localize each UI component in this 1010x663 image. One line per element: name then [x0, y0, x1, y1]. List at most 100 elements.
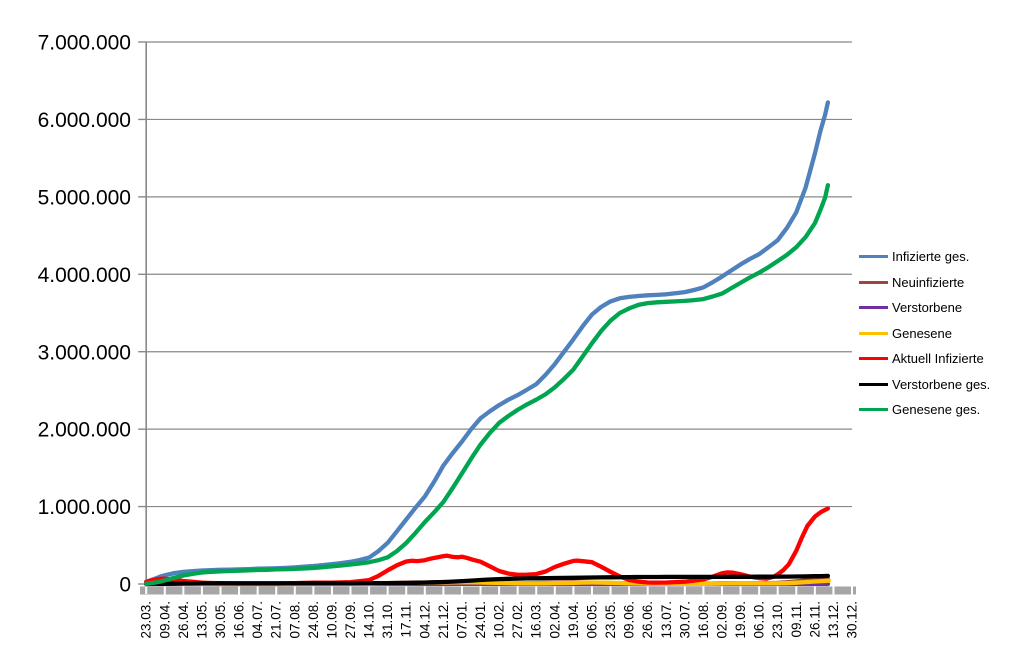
x-axis-tick-gap [832, 586, 835, 595]
x-axis-label: 30.05. [213, 601, 228, 639]
x-axis-label: 16.06. [232, 601, 247, 639]
x-axis-tick-gap [535, 586, 538, 595]
x-axis-tick-gap [776, 586, 779, 595]
x-axis-label: 10.02. [492, 601, 507, 639]
x-axis-tick-gap [813, 586, 816, 595]
x-axis-tick-gap [330, 586, 333, 595]
y-axis-label: 0 [119, 574, 131, 597]
x-axis-label: 13.07. [659, 601, 674, 639]
x-axis-tick-gap [349, 586, 352, 595]
x-axis-label: 31.10. [380, 601, 395, 639]
x-axis-label: 23.05. [603, 601, 618, 639]
legend-entry-genesene-ges: Genesene ges. [859, 397, 990, 423]
x-axis-label: 04.12. [417, 601, 432, 639]
x-axis-label: 17.11. [399, 601, 414, 638]
legend-swatch-neuinfizierte [859, 280, 888, 284]
x-axis-tick-gap [275, 586, 278, 595]
y-axis-label: 1.000.000 [38, 496, 131, 519]
x-axis-tick-gap [851, 586, 853, 595]
x-axis-tick-gap [238, 586, 241, 595]
x-axis-label: 26.11. [807, 601, 822, 638]
x-axis-tick-gap [386, 586, 389, 595]
series-line-genesene-ges [144, 183, 831, 586]
x-axis-tick-gap [720, 586, 723, 595]
legend-swatch-genesene-ges [859, 408, 888, 412]
series-line-verstorbene-ges [144, 573, 831, 587]
legend-entry-neuinfizierte: Neuinfizierte [859, 270, 990, 296]
x-axis-tick-gap [293, 586, 296, 595]
x-axis-tick-gap [702, 586, 705, 595]
x-axis-label: 04.07. [250, 601, 265, 639]
x-axis-label: 27.02. [510, 601, 525, 639]
x-axis-label: 21.12. [436, 601, 451, 639]
x-axis-tick-gap [145, 586, 148, 595]
x-axis-tick-gap [405, 586, 408, 595]
legend-swatch-verstorbene-ges [859, 382, 888, 386]
x-axis-label: 16.08. [696, 601, 711, 639]
y-axis-label: 4.000.000 [38, 264, 131, 287]
x-axis-label: 26.04. [176, 601, 191, 639]
x-axis-label: 24.08. [306, 601, 321, 639]
legend-label-aktuell-infizierte: Aktuell Infizierte [892, 351, 984, 367]
x-axis-band [140, 586, 856, 595]
legend: Infizierte ges. Neuinfizierte Verstorbene G… [859, 244, 990, 423]
x-axis-tick-gap [163, 586, 166, 595]
legend-entry-genesene: Genesene [859, 321, 990, 347]
y-axis-label: 3.000.000 [38, 341, 131, 364]
x-axis-label: 26.06. [640, 601, 655, 639]
x-axis-label: 16.03. [529, 601, 544, 639]
x-axis-label: 27.09. [343, 601, 358, 639]
x-axis-tick-gap [553, 586, 556, 595]
x-axis-label: 09.11. [789, 601, 804, 638]
x-axis-tick-gap [572, 586, 575, 595]
x-axis-tick-gap [498, 586, 501, 595]
legend-entry-aktuell-infizierte: Aktuell Infizierte [859, 346, 990, 372]
x-axis-tick-gap [590, 586, 593, 595]
legend-label-infizierte-ges: Infizierte ges. [892, 249, 970, 265]
x-axis-label: 06.05. [584, 601, 599, 639]
legend-label-genesene: Genesene [892, 325, 952, 341]
x-axis-label: 02.09. [714, 601, 729, 639]
legend-swatch-genesene [859, 331, 888, 335]
y-axis-label: 6.000.000 [38, 109, 131, 132]
x-axis-label: 23.10. [770, 601, 785, 639]
x-axis-tick-gap [609, 586, 612, 595]
legend-label-verstorbene: Verstorbene [892, 300, 963, 316]
x-axis-tick-gap [442, 586, 445, 595]
x-axis-label: 21.07. [269, 601, 284, 639]
legend-entry-infizierte-ges: Infizierte ges. [859, 244, 990, 270]
x-axis-tick-gap [516, 586, 519, 595]
x-axis-tick-gap [646, 586, 649, 595]
x-axis-tick-gap [795, 586, 798, 595]
x-axis-label: 19.04. [566, 601, 581, 639]
x-axis-label: 30.07. [677, 601, 692, 639]
x-axis-label: 09.06. [622, 601, 637, 639]
y-axis-label: 7.000.000 [38, 32, 131, 55]
x-axis-label: 10.09. [324, 601, 339, 639]
x-axis-tick-gap [423, 586, 426, 595]
x-axis-label: 13.05. [194, 601, 209, 639]
x-axis-label: 14.10. [362, 601, 377, 639]
x-axis-tick-gap [479, 586, 482, 595]
legend-swatch-infizierte-ges [859, 255, 888, 259]
x-axis-tick-gap [219, 586, 222, 595]
x-axis-label: 06.10. [752, 601, 767, 639]
x-axis-label: 24.01. [473, 601, 488, 639]
legend-entry-verstorbene: Verstorbene [859, 295, 990, 321]
x-axis-label: 07.08. [287, 601, 302, 639]
x-axis-tick-gap [758, 586, 761, 595]
x-axis-label: 02.04. [547, 601, 562, 639]
series-line-infizierte-ges [144, 100, 831, 584]
x-axis-label: 07.01. [454, 601, 469, 639]
x-axis-label: 13.12. [826, 601, 841, 639]
x-axis-tick-gap [628, 586, 631, 595]
x-axis-label: 23.03. [139, 601, 154, 639]
x-axis-tick-gap [200, 586, 203, 595]
y-axis-label: 2.000.000 [38, 419, 131, 442]
x-axis-tick-gap [665, 586, 668, 595]
legend-swatch-verstorbene [859, 306, 888, 310]
x-axis-tick-gap [256, 586, 259, 595]
x-axis-label: 30.12. [845, 601, 860, 639]
